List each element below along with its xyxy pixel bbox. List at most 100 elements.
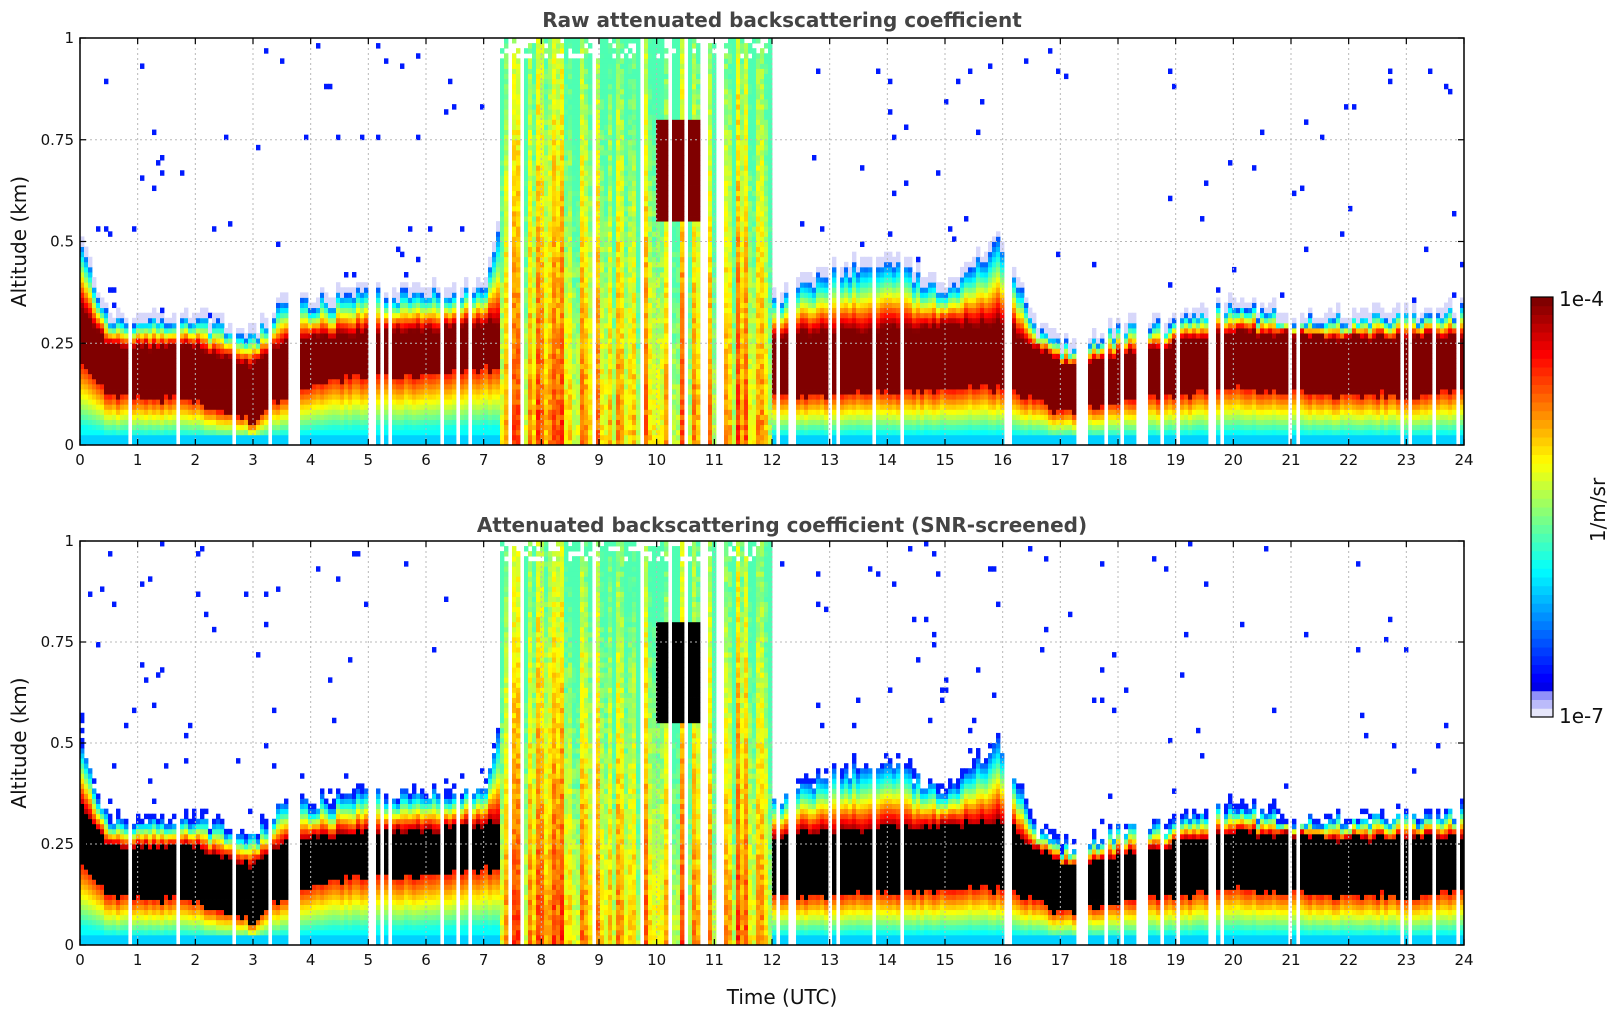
heatmap-cell bbox=[216, 368, 221, 375]
heatmap-cell bbox=[404, 373, 409, 380]
heatmap-cell bbox=[544, 175, 549, 181]
heatmap-cell bbox=[144, 322, 149, 329]
heatmap-cell bbox=[524, 312, 529, 319]
heatmap-cell bbox=[532, 429, 537, 436]
heatmap-cell bbox=[568, 144, 573, 151]
heatmap-cell bbox=[528, 404, 533, 410]
heatmap-cell bbox=[588, 272, 593, 278]
heatmap-cell bbox=[624, 419, 629, 426]
heatmap-cell bbox=[572, 134, 577, 141]
heatmap-cell bbox=[272, 333, 277, 339]
heatmap-cell bbox=[84, 363, 89, 370]
heatmap-cell bbox=[500, 88, 505, 95]
heatmap-cell bbox=[144, 363, 149, 370]
heatmap-cell bbox=[516, 378, 521, 385]
heatmap-cell bbox=[204, 378, 209, 385]
heatmap-cell bbox=[460, 394, 465, 400]
heatmap-cell bbox=[328, 338, 333, 344]
heatmap-cell bbox=[600, 144, 605, 151]
heatmap-cell bbox=[604, 48, 609, 54]
heatmap-cell bbox=[576, 277, 581, 283]
heatmap-cell bbox=[596, 338, 601, 344]
heatmap-cell bbox=[200, 414, 205, 420]
heatmap-cell bbox=[328, 333, 333, 339]
heatmap-cell bbox=[620, 287, 625, 293]
heatmap-cell bbox=[280, 297, 285, 303]
heatmap-cell bbox=[584, 83, 589, 90]
heatmap-cell bbox=[140, 175, 145, 181]
heatmap-cell bbox=[488, 363, 493, 370]
heatmap-cell bbox=[480, 368, 485, 375]
heatmap-cell bbox=[548, 434, 553, 441]
heatmap-cell bbox=[96, 327, 101, 334]
heatmap-cell bbox=[92, 297, 97, 303]
heatmap-cell bbox=[564, 256, 569, 263]
heatmap-cell bbox=[552, 338, 557, 344]
heatmap-cell bbox=[580, 58, 585, 64]
heatmap-cell bbox=[472, 389, 477, 395]
heatmap-cell bbox=[552, 226, 557, 232]
heatmap-cell bbox=[604, 434, 609, 441]
heatmap-cell bbox=[304, 353, 309, 359]
heatmap-cell bbox=[192, 424, 197, 431]
heatmap-cell bbox=[608, 83, 613, 90]
heatmap-cell bbox=[616, 48, 621, 54]
heatmap-cell bbox=[588, 109, 593, 115]
heatmap-cell bbox=[460, 368, 465, 375]
heatmap-cell bbox=[432, 389, 437, 395]
heatmap-cell bbox=[428, 378, 433, 385]
heatmap-cell bbox=[564, 246, 569, 253]
heatmap-cell bbox=[224, 368, 229, 375]
heatmap-cell bbox=[104, 333, 109, 339]
heatmap-cell bbox=[552, 292, 557, 298]
heatmap-cell bbox=[280, 302, 285, 309]
heatmap-cell bbox=[116, 378, 121, 385]
heatmap-cell bbox=[620, 353, 625, 359]
heatmap-cell bbox=[484, 404, 489, 410]
heatmap-cell bbox=[624, 394, 629, 400]
heatmap-cell bbox=[500, 226, 505, 232]
heatmap-cell bbox=[400, 404, 405, 410]
heatmap-cell bbox=[584, 373, 589, 380]
heatmap-cell bbox=[196, 317, 201, 324]
heatmap-cell bbox=[568, 109, 573, 115]
heatmap-cell bbox=[496, 439, 501, 446]
heatmap-cell bbox=[500, 180, 505, 186]
heatmap-cell bbox=[420, 343, 425, 349]
heatmap-cell bbox=[560, 317, 565, 324]
heatmap-cell bbox=[524, 226, 529, 232]
heatmap-cell bbox=[144, 338, 149, 344]
heatmap-cell bbox=[376, 43, 381, 49]
heatmap-cell bbox=[596, 261, 601, 268]
heatmap-cell bbox=[596, 73, 601, 80]
heatmap-cell bbox=[252, 327, 257, 334]
heatmap-cell bbox=[572, 272, 577, 278]
heatmap-cell bbox=[408, 292, 413, 298]
heatmap-cell bbox=[512, 38, 517, 44]
heatmap-cell bbox=[564, 322, 569, 329]
heatmap-cell bbox=[512, 83, 517, 90]
heatmap-cell bbox=[124, 419, 129, 426]
heatmap-cell bbox=[544, 246, 549, 253]
heatmap-cell bbox=[552, 343, 557, 349]
heatmap-cell bbox=[164, 353, 169, 359]
heatmap-cell bbox=[588, 210, 593, 217]
heatmap-cell bbox=[624, 353, 629, 359]
heatmap-cell bbox=[556, 419, 561, 426]
heatmap-cell bbox=[616, 134, 621, 141]
heatmap-cell bbox=[392, 343, 397, 349]
heatmap-cell bbox=[248, 419, 253, 426]
heatmap-cell bbox=[536, 246, 541, 253]
heatmap-cell bbox=[500, 68, 505, 75]
heatmap-cell bbox=[540, 373, 545, 380]
heatmap-cell bbox=[596, 272, 601, 278]
heatmap-cell bbox=[340, 373, 345, 380]
heatmap-cell bbox=[540, 317, 545, 324]
heatmap-cell bbox=[104, 394, 109, 400]
heatmap-cell bbox=[564, 241, 569, 247]
heatmap-cell bbox=[576, 124, 581, 130]
heatmap-cell bbox=[448, 429, 453, 436]
heatmap-cell bbox=[360, 373, 365, 380]
heatmap-cell bbox=[536, 124, 541, 130]
heatmap-cell bbox=[516, 353, 521, 359]
